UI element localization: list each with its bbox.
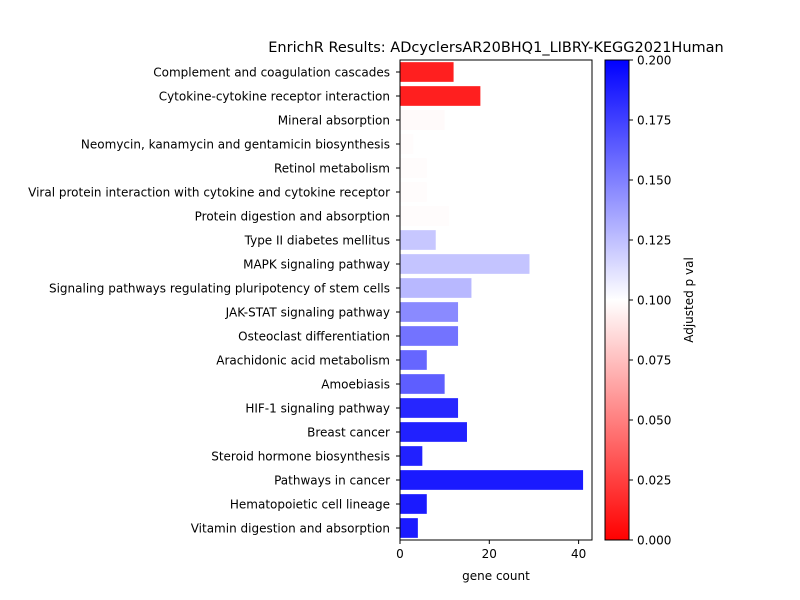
bar (400, 206, 450, 226)
y-tick-label: Vitamin digestion and absorption (191, 522, 390, 536)
bar (400, 446, 423, 466)
y-tick-label: Amoebiasis (321, 378, 390, 392)
y-tick-label: Cytokine-cytokine receptor interaction (159, 90, 390, 104)
y-tick-label: Retinol metabolism (274, 162, 390, 176)
y-tick-label: Pathways in cancer (274, 474, 390, 488)
y-tick-label: Mineral absorption (278, 114, 390, 128)
colorbar-label: Adjusted p val (682, 257, 696, 343)
bar (400, 278, 472, 298)
x-tick-label: 20 (482, 547, 497, 561)
x-axis-label: gene count (462, 569, 530, 583)
bar (400, 422, 467, 442)
colorbar-tick-label: 0.050 (637, 414, 671, 428)
bar (400, 470, 584, 490)
bar (400, 230, 436, 250)
colorbar-tick-label: 0.000 (637, 534, 671, 548)
x-tick-layer: 0 20 40 (396, 540, 586, 561)
plot-frame (399, 59, 593, 541)
bar (400, 350, 427, 370)
colorbar-tick-label: 0.150 (637, 174, 671, 188)
bar (400, 62, 454, 82)
bars-layer (400, 62, 584, 538)
colorbar-tick-label: 0.175 (637, 114, 671, 128)
bar (400, 518, 418, 538)
bar (400, 254, 530, 274)
bar (400, 302, 459, 322)
colorbar-tick-label: 0.125 (637, 234, 671, 248)
y-tick-label: Complement and coagulation cascades (153, 66, 390, 80)
y-tick-label: Signaling pathways regulating pluripoten… (49, 282, 390, 296)
y-tick-label: MAPK signaling pathway (243, 258, 390, 272)
colorbar-tick-layer: 0.000 0.025 0.050 0.075 0.100 0.125 0.150 0.175… (629, 54, 671, 548)
bar (400, 110, 445, 130)
colorbar-tick-label: 0.200 (637, 54, 671, 68)
colorbar-tick-label: 0.100 (637, 294, 671, 308)
chart-title: EnrichR Results: ADcyclersAR20BHQ1_LIBRY… (268, 40, 723, 56)
x-tick-label: 40 (571, 547, 586, 561)
bar (400, 182, 427, 202)
bar (400, 86, 481, 106)
colorbar-tick-label: 0.075 (637, 354, 671, 368)
y-tick-label: Osteoclast differentiation (238, 330, 390, 344)
x-tick-label: 0 (396, 547, 404, 561)
bar (400, 398, 459, 418)
bar (400, 134, 414, 154)
y-tick-label: Breast cancer (307, 426, 390, 440)
y-tick-label: Hematopoietic cell lineage (230, 498, 390, 512)
y-tick-label: Arachidonic acid metabolism (216, 354, 390, 368)
y-tick-layer: Complement and coagulation cascades Cytok… (28, 66, 400, 536)
y-tick-label: HIF-1 signaling pathway (245, 402, 390, 416)
bar (400, 158, 427, 178)
bar (400, 326, 459, 346)
y-tick-label: Neomycin, kanamycin and gentamicin biosy… (81, 138, 390, 152)
bar (400, 494, 427, 514)
y-tick-label: Type II diabetes mellitus (244, 234, 390, 248)
y-tick-label: Viral protein interaction with cytokine … (28, 186, 390, 200)
y-tick-label: Steroid hormone biosynthesis (211, 450, 390, 464)
bar (400, 374, 445, 394)
y-tick-label: Protein digestion and absorption (195, 210, 390, 224)
y-tick-label: JAK-STAT signaling pathway (225, 306, 390, 320)
colorbar-tick-label: 0.025 (637, 474, 671, 488)
colorbar (604, 59, 630, 541)
